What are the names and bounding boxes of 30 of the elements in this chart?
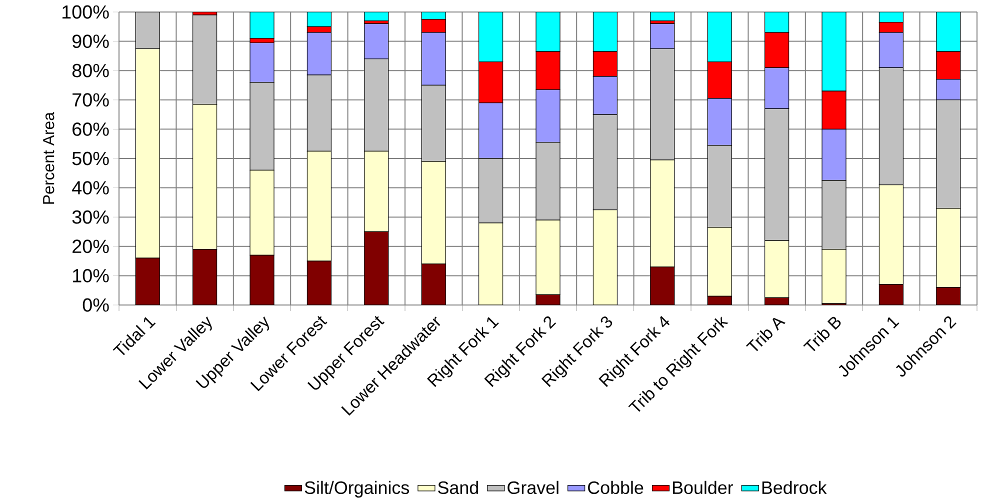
legend-label: Cobble: [588, 480, 644, 494]
bar: [764, 12, 790, 33]
y-tick-label: 60%: [72, 122, 109, 136]
bar: [250, 12, 274, 39]
bar: [936, 12, 961, 52]
y-axis-title: Percent Area: [43, 112, 54, 204]
y-tick-label: 10%: [73, 268, 109, 282]
legend-label: Boulder: [673, 480, 734, 494]
bar: [478, 12, 504, 62]
legend-label: Silt/Orgainics: [304, 480, 410, 498]
y-tick-label: 0%: [82, 298, 109, 312]
x-tick-label: Trib B: [803, 316, 841, 352]
legend-label: Bedrock: [762, 480, 827, 494]
y-tick-label: 30%: [72, 210, 109, 224]
x-tick-label: Trib A: [746, 318, 786, 352]
y-tick-label: 20%: [72, 240, 109, 254]
y-tick-label: 90%: [72, 34, 109, 48]
y-tick-label: 40%: [72, 181, 109, 194]
legend-label: Gravel: [508, 480, 558, 494]
bar: [592, 12, 618, 52]
y-tick-label: 50%: [72, 152, 109, 166]
y-tick-label: 100%: [62, 5, 109, 19]
bar: [536, 12, 560, 52]
bar: [707, 12, 732, 62]
y-tick-label: 80%: [72, 64, 109, 78]
legend-label: Sand: [438, 480, 478, 494]
y-tick-label: 70%: [72, 93, 109, 107]
bar: [306, 12, 332, 27]
bar: [878, 12, 904, 23]
bar: [822, 12, 846, 92]
